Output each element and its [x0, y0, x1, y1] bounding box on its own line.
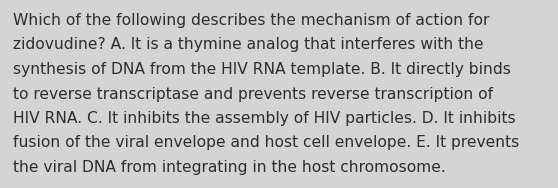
Text: zidovudine? A. It is a thymine analog that interferes with the: zidovudine? A. It is a thymine analog th…	[13, 37, 484, 52]
Text: to reverse transcriptase and prevents reverse transcription of: to reverse transcriptase and prevents re…	[13, 86, 493, 102]
Text: HIV RNA. C. It inhibits the assembly of HIV particles. D. It inhibits: HIV RNA. C. It inhibits the assembly of …	[13, 111, 516, 126]
Text: fusion of the viral envelope and host cell envelope. E. It prevents: fusion of the viral envelope and host ce…	[13, 136, 519, 151]
Text: Which of the following describes the mechanism of action for: Which of the following describes the mec…	[13, 13, 489, 28]
Text: synthesis of DNA from the HIV RNA template. B. It directly binds: synthesis of DNA from the HIV RNA templa…	[13, 62, 511, 77]
Text: the viral DNA from integrating in the host chromosome.: the viral DNA from integrating in the ho…	[13, 160, 446, 175]
